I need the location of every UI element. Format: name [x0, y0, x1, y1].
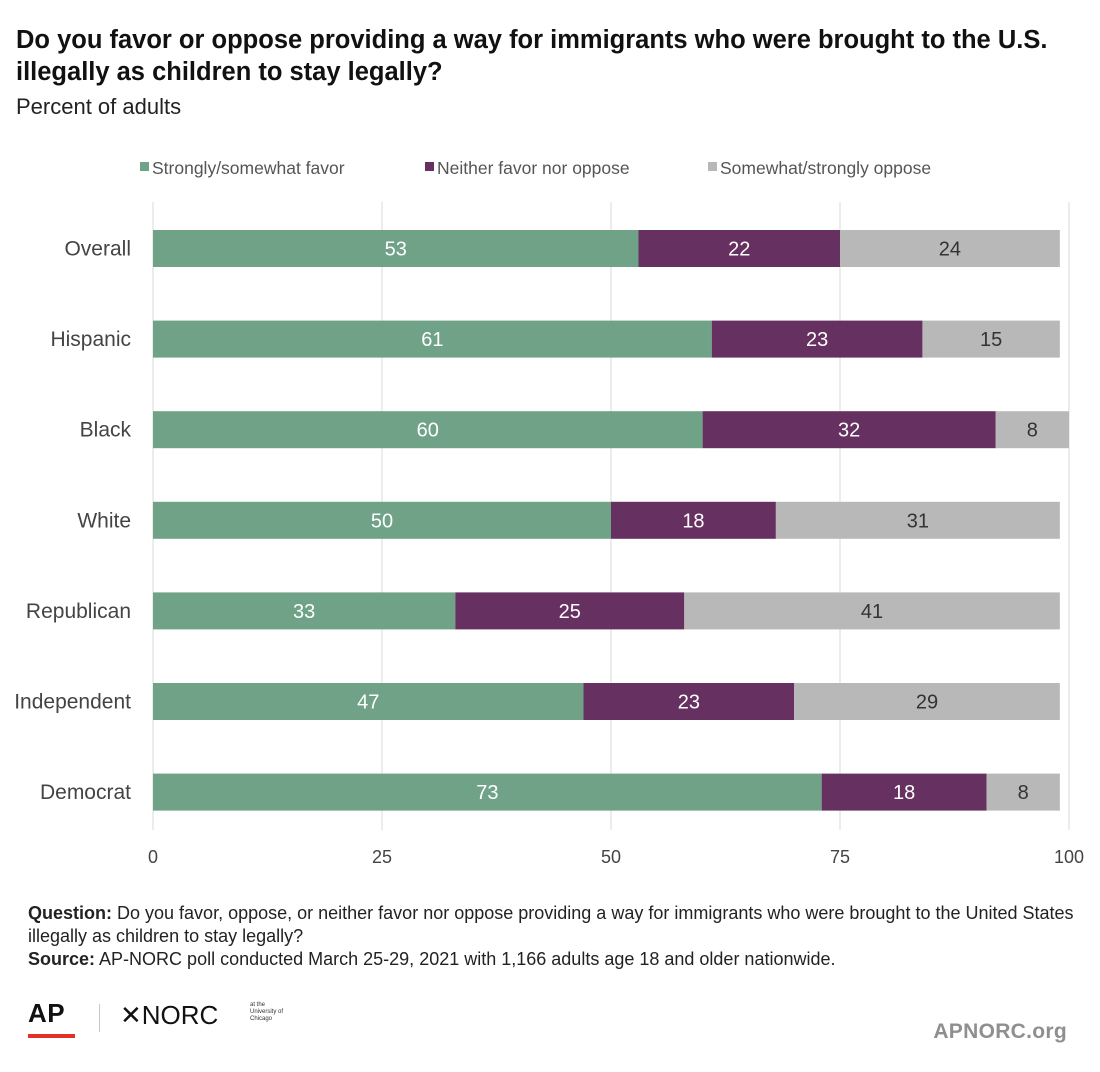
bar-white-somewhat-strongly-oppose	[775, 501, 1060, 539]
bar-independent-neither-favor-nor-oppose	[583, 683, 795, 720]
data-label-black-strongly-somewhat-favor: 60	[417, 420, 439, 442]
bar-independent-strongly-somewhat-favor	[153, 683, 584, 720]
chart-subtitle: Percent of adults	[16, 94, 182, 119]
bar-hispanic-neither-favor-nor-oppose	[711, 320, 923, 358]
data-label-white-neither-favor-nor-oppose: 18	[682, 510, 704, 532]
data-label-democrat-somewhat-strongly-oppose: 8	[1018, 782, 1029, 804]
question-note: Question: Do you favor, oppose, or neith…	[28, 902, 1078, 948]
data-label-democrat-strongly-somewhat-favor: 73	[476, 782, 498, 804]
x-axis-ticks: 0 25 50 75 100	[148, 847, 1084, 867]
data-label-overall-neither-favor-nor-oppose: 22	[728, 239, 750, 261]
bar-hispanic-strongly-somewhat-favor	[153, 320, 712, 358]
bar-black-strongly-somewhat-favor	[153, 411, 703, 449]
source-note: Source: AP-NORC poll conducted March 25-…	[28, 948, 1078, 971]
norc-logo: ✕NORC	[120, 1000, 219, 1030]
bar-republican-neither-favor-nor-oppose	[455, 592, 685, 630]
data-label-white-somewhat-strongly-oppose: 31	[907, 510, 929, 532]
logo-divider	[99, 1004, 100, 1032]
data-label-independent-neither-favor-nor-oppose: 23	[678, 692, 700, 714]
bar-republican-somewhat-strongly-oppose	[684, 592, 1060, 630]
legend-swatch-neither-favor-nor-oppose	[425, 162, 434, 171]
x-tick-label-50: 50	[601, 847, 621, 867]
category-label-white: White	[77, 509, 131, 532]
question-label: Question:	[28, 903, 112, 923]
bar-white-neither-favor-nor-oppose	[611, 501, 776, 539]
data-label-hispanic-somewhat-strongly-oppose: 15	[980, 329, 1002, 351]
category-label-republican: Republican	[26, 600, 131, 623]
source-text: AP-NORC poll conducted March 25-29, 2021…	[99, 949, 836, 969]
data-label-democrat-neither-favor-nor-oppose: 18	[893, 782, 915, 804]
bar-black-somewhat-strongly-oppose	[995, 411, 1069, 449]
question-text: Do you favor, oppose, or neither favor n…	[28, 903, 1074, 946]
data-label-overall-strongly-somewhat-favor: 53	[385, 239, 407, 261]
logos: AP ✕NORC at the University of Chicago	[28, 996, 328, 1040]
legend-swatch-strongly-somewhat-favor	[140, 162, 149, 171]
source-label: Source:	[28, 949, 96, 969]
data-label-white-strongly-somewhat-favor: 50	[371, 510, 393, 532]
chart-footer: Question: Do you favor, oppose, or neith…	[28, 902, 1078, 971]
x-tick-label-75: 75	[830, 847, 850, 867]
bar-white-strongly-somewhat-favor	[153, 501, 611, 539]
data-label-republican-strongly-somewhat-favor: 33	[293, 601, 315, 623]
ap-logo: AP	[28, 998, 66, 1028]
category-label-hispanic: Hispanic	[50, 328, 131, 351]
bar-republican-strongly-somewhat-favor	[153, 592, 456, 630]
bar-overall-somewhat-strongly-oppose	[840, 230, 1060, 267]
data-label-black-somewhat-strongly-oppose: 8	[1027, 420, 1038, 442]
data-label-overall-somewhat-strongly-oppose: 24	[939, 239, 961, 261]
category-label-black: Black	[80, 419, 132, 442]
data-label-hispanic-strongly-somewhat-favor: 61	[421, 329, 443, 351]
bar-democrat-somewhat-strongly-oppose	[986, 773, 1060, 811]
bar-hispanic-somewhat-strongly-oppose	[922, 320, 1060, 358]
x-tick-label-25: 25	[372, 847, 392, 867]
category-label-overall: Overall	[64, 238, 131, 261]
bar-overall-neither-favor-nor-oppose	[638, 230, 840, 267]
site-url: APNORC.org	[933, 1020, 1067, 1043]
bar-democrat-neither-favor-nor-oppose	[821, 773, 987, 811]
bar-democrat-strongly-somewhat-favor	[153, 773, 822, 811]
legend-swatch-somewhat-strongly-oppose	[708, 162, 717, 171]
bar-black-neither-favor-nor-oppose	[702, 411, 996, 449]
data-label-independent-somewhat-strongly-oppose: 29	[916, 692, 938, 714]
x-tick-label-100: 100	[1054, 847, 1084, 867]
data-label-republican-neither-favor-nor-oppose: 25	[559, 601, 581, 623]
norc-logo-subtext: at the University of Chicago	[250, 1002, 284, 1022]
legend-label-strongly-somewhat-favor: Strongly/somewhat favor	[152, 158, 345, 178]
data-label-hispanic-neither-favor-nor-oppose: 23	[806, 329, 828, 351]
data-label-independent-strongly-somewhat-favor: 47	[357, 692, 379, 714]
bars: 53 22 24 61 23 15 60 32 8 50 18 31 33 25 41 47 23 29 73 18 8	[153, 230, 1069, 811]
stacked-bar-chart: Strongly/somewhat favor Neither favor nor…	[14, 158, 1084, 867]
ap-logo-underline	[28, 1034, 75, 1038]
bar-overall-strongly-somewhat-favor	[153, 230, 639, 267]
category-label-independent: Independent	[14, 691, 131, 714]
legend-label-somewhat-strongly-oppose: Somewhat/strongly oppose	[720, 158, 931, 178]
x-tick-label-0: 0	[148, 847, 158, 867]
category-label-democrat: Democrat	[40, 781, 131, 804]
data-label-republican-somewhat-strongly-oppose: 41	[861, 601, 883, 623]
bar-independent-somewhat-strongly-oppose	[794, 683, 1060, 720]
legend-label-neither-favor-nor-oppose: Neither favor nor oppose	[437, 158, 630, 178]
category-labels: Overall Hispanic Black White Republican Indep…	[14, 238, 131, 805]
data-label-black-neither-favor-nor-oppose: 32	[838, 420, 860, 442]
legend: Strongly/somewhat favor Neither favor nor…	[140, 158, 931, 178]
chart-title: Do you favor or oppose providing a way f…	[16, 26, 1048, 86]
